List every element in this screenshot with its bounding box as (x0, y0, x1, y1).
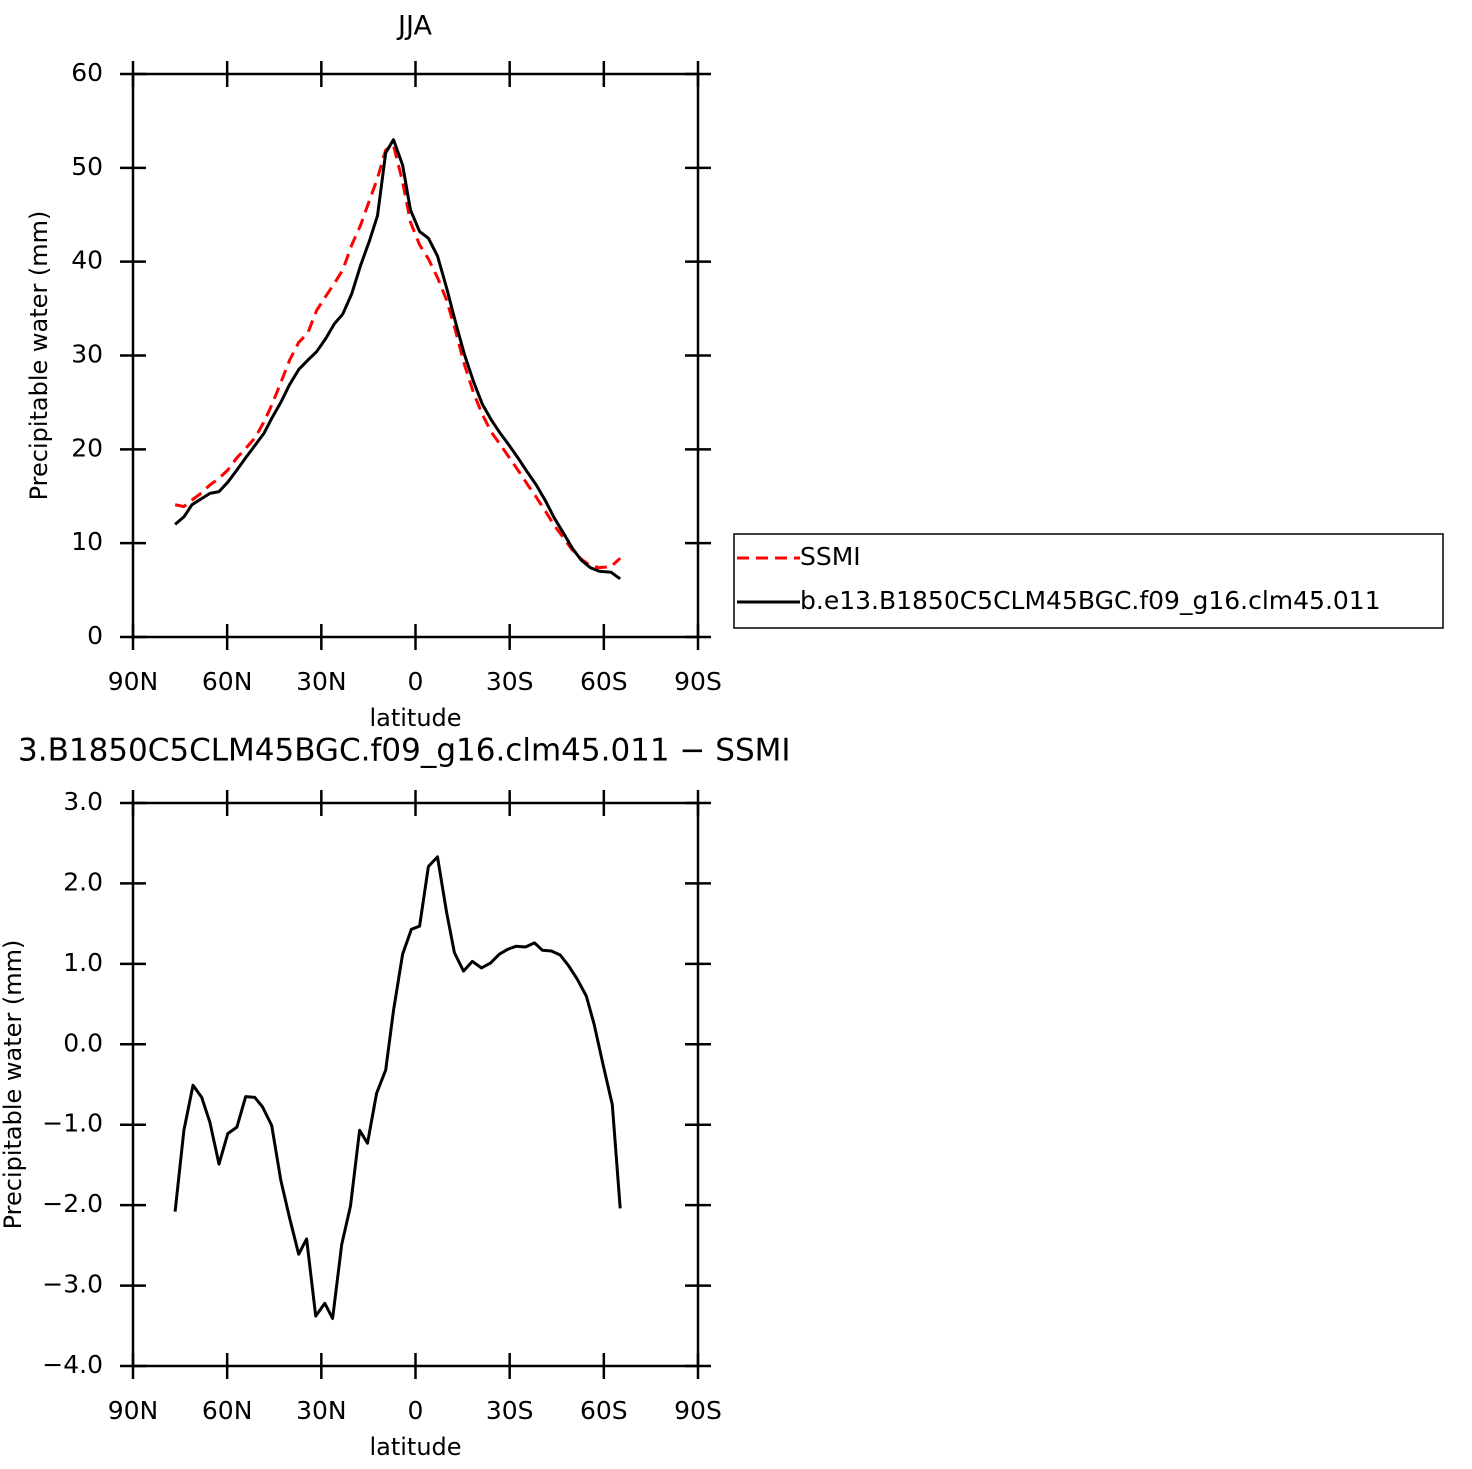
y-axis-label: Precipitable water (mm) (0, 940, 27, 1230)
x-tick-label: 0 (408, 1396, 424, 1425)
x-tick-label: 30S (486, 667, 534, 696)
y-tick-label: 0.0 (63, 1028, 103, 1057)
y-tick-label: 30 (71, 340, 103, 369)
x-axis-label: latitude (369, 704, 461, 732)
legend: SSMI b.e13.B1850C5CLM45BGC.f09_g16.clm45.… (733, 533, 1444, 629)
y-tick-label: 40 (71, 246, 103, 275)
x-tick-label: 30N (296, 1396, 347, 1425)
x-tick-label: 0 (408, 667, 424, 696)
y-axis-label: Precipitable water (mm) (25, 211, 53, 501)
y-tick-label: 50 (71, 152, 103, 181)
x-tick-label: 30S (486, 1396, 534, 1425)
x-tick-label: 90S (674, 1396, 722, 1425)
y-tick-label: 60 (71, 58, 103, 87)
x-tick-label: 30N (296, 667, 347, 696)
y-tick-label: 20 (71, 433, 103, 462)
x-tick-label: 90S (674, 667, 722, 696)
x-tick-label: 90N (108, 1396, 159, 1425)
x-tick-label: 60S (580, 1396, 628, 1425)
data-line (174, 143, 622, 570)
y-tick-label: 3.0 (63, 787, 103, 816)
x-tick-label: 60N (202, 667, 253, 696)
x-tick-label: 60N (202, 1396, 253, 1425)
data-line (174, 138, 622, 581)
legend-label: SSMI (800, 542, 861, 571)
chart-title: 3.B1850C5CLM45BGC.f09_g16.clm45.011 − SS… (18, 733, 791, 769)
y-tick-label: 0 (87, 621, 103, 650)
y-tick-label: −1.0 (42, 1109, 103, 1138)
y-tick-label: 2.0 (63, 867, 103, 896)
plot-frame (131, 801, 700, 1368)
x-axis-label: latitude (369, 1433, 461, 1461)
plot-frame (131, 72, 700, 639)
data-line (173, 855, 622, 1320)
y-tick-label: −3.0 (42, 1270, 103, 1299)
chart-title: JJA (396, 11, 432, 42)
y-tick-label: −4.0 (42, 1350, 103, 1379)
y-tick-label: 1.0 (63, 948, 103, 977)
legend-box (733, 533, 1444, 629)
y-tick-label: −2.0 (42, 1189, 103, 1218)
x-tick-label: 60S (580, 667, 628, 696)
y-tick-label: 10 (71, 527, 103, 556)
x-tick-label: 90N (108, 667, 159, 696)
legend-label: b.e13.B1850C5CLM45BGC.f09_g16.clm45.011 (800, 586, 1381, 615)
